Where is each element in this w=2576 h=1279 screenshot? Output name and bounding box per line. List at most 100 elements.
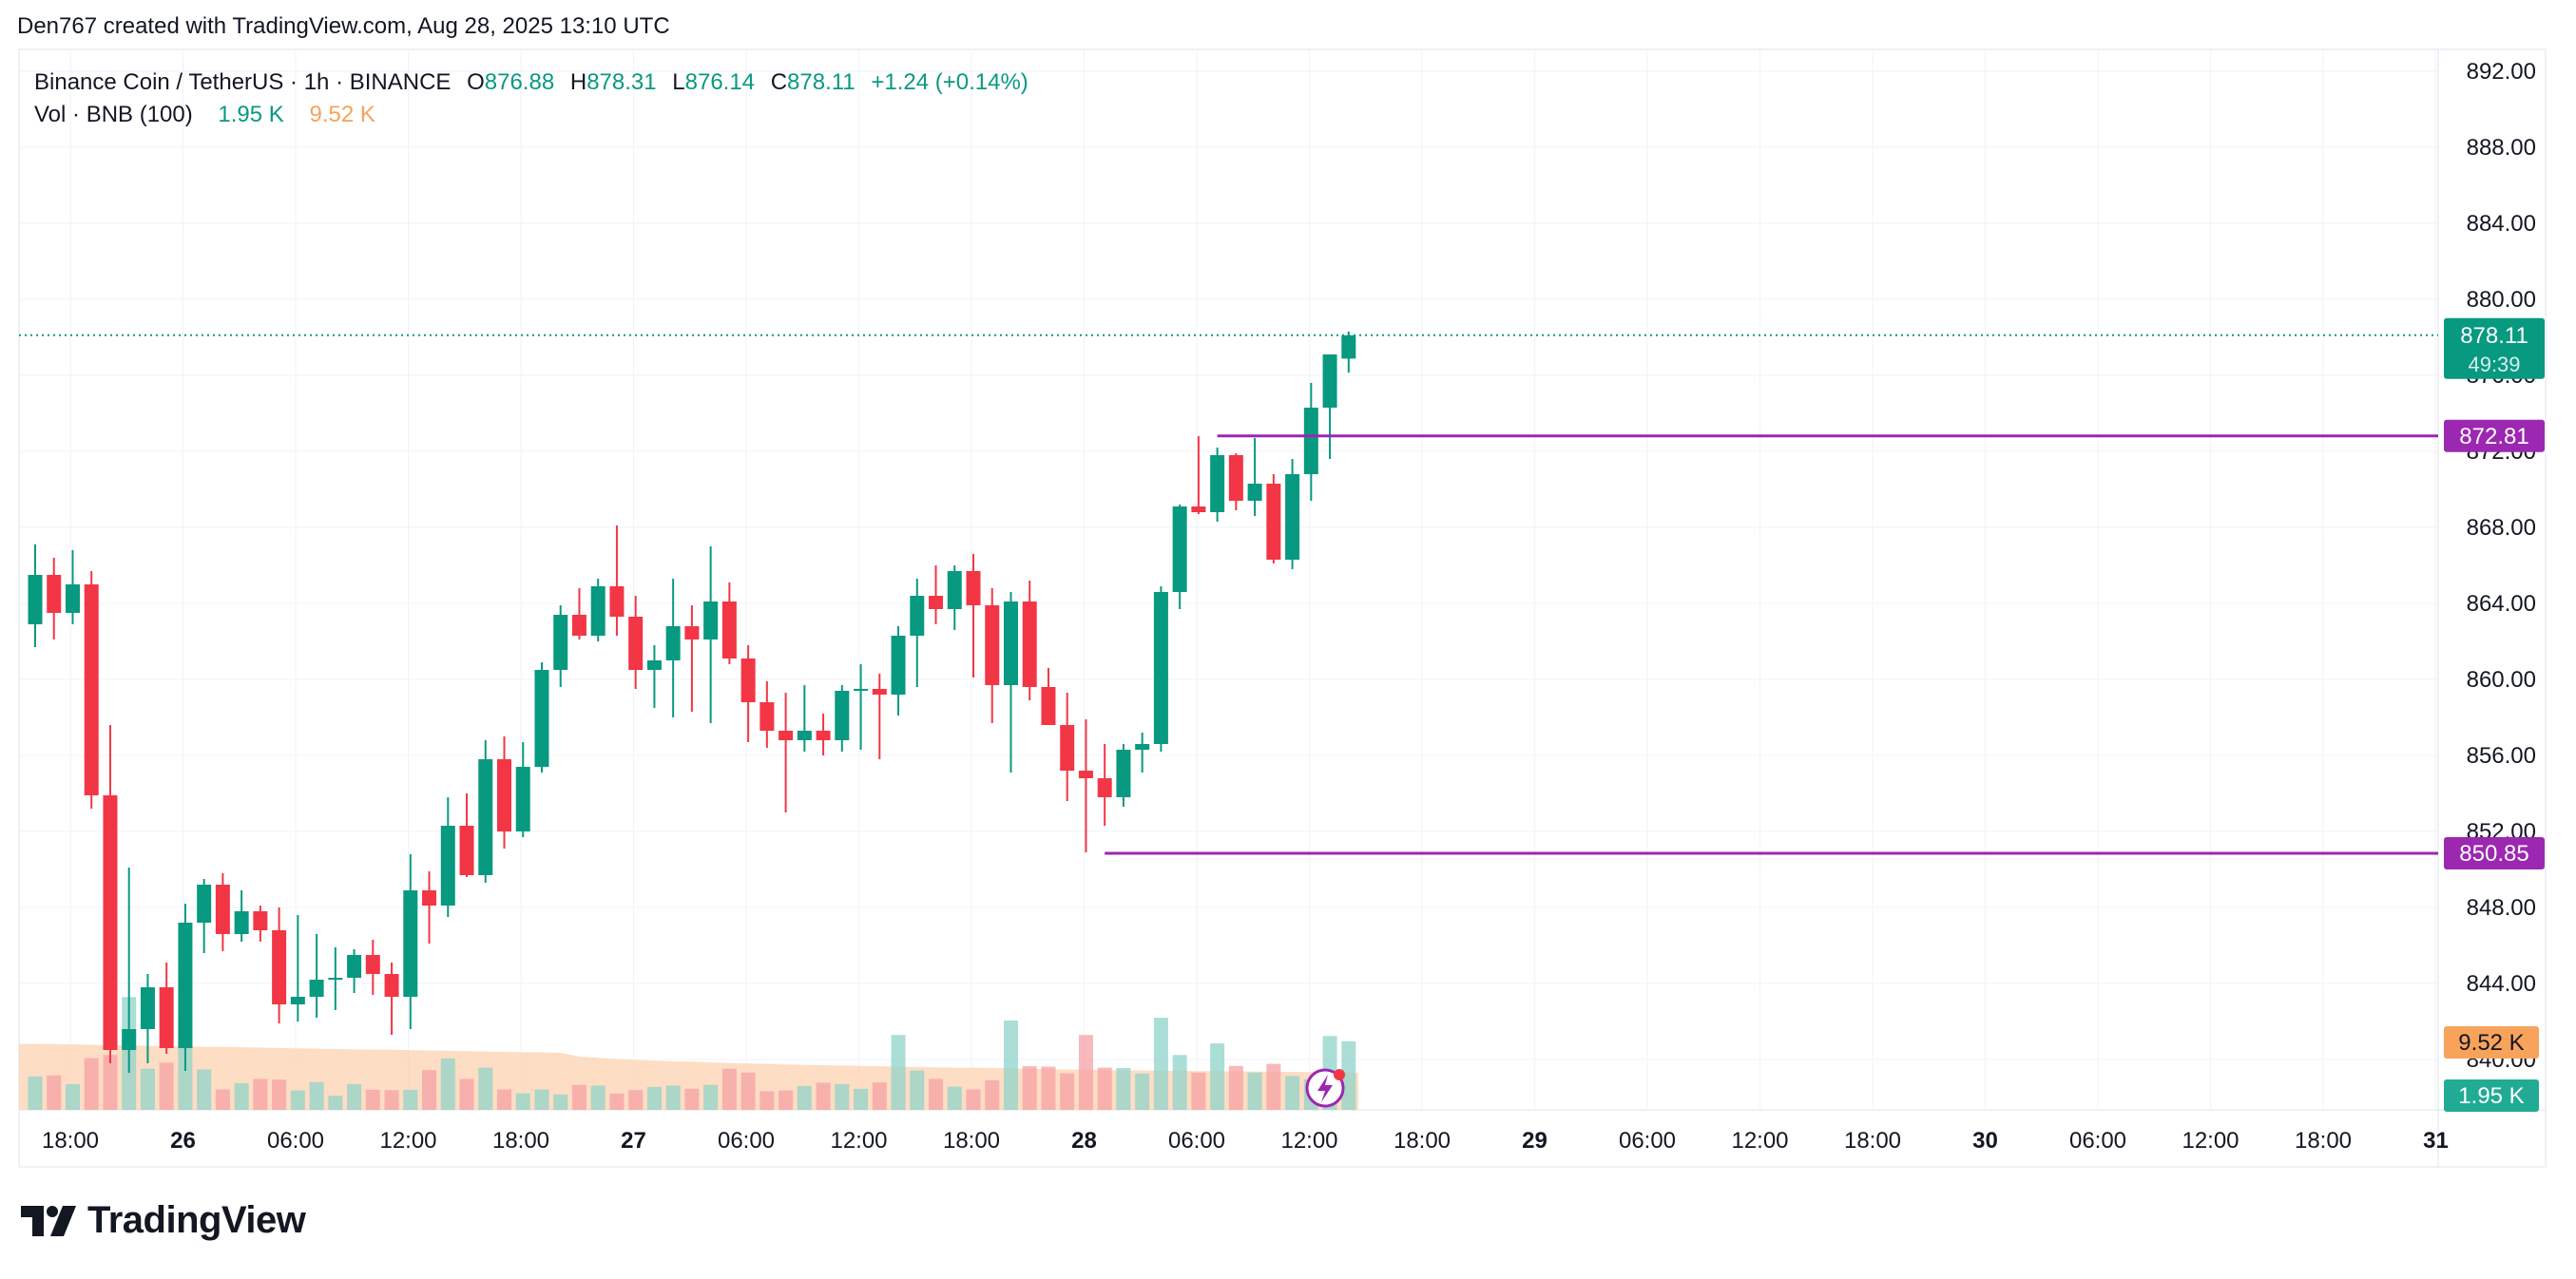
time-tick-label: 18:00 bbox=[492, 1128, 549, 1154]
candle-body bbox=[122, 1029, 137, 1050]
price-tick-label: 868.00 bbox=[2467, 515, 2536, 541]
time-tick-label: 18:00 bbox=[42, 1128, 99, 1154]
volume-bar bbox=[28, 1076, 43, 1110]
candle-body bbox=[721, 601, 737, 659]
legend-volume-value: 1.95 K bbox=[218, 102, 284, 127]
time-tick-label: 06:00 bbox=[1168, 1128, 1225, 1154]
volume-bar bbox=[1191, 1072, 1206, 1110]
volume-bar bbox=[215, 1089, 230, 1110]
candle-body bbox=[872, 689, 887, 695]
price-tick-label: 892.00 bbox=[2467, 59, 2536, 85]
legend-price-row: Binance Coin / TetherUS · 1h · BINANCE O… bbox=[34, 67, 1028, 99]
volume-bar bbox=[403, 1089, 418, 1110]
volume-bar bbox=[384, 1090, 399, 1110]
legend-open-value: 876.88 bbox=[484, 69, 555, 95]
legend-high-value: 878.31 bbox=[586, 69, 657, 95]
volume-bar bbox=[854, 1088, 869, 1110]
time-tick-label: 06:00 bbox=[718, 1128, 775, 1154]
volume-bar bbox=[1135, 1073, 1150, 1110]
candle-body bbox=[609, 586, 625, 617]
candle-body bbox=[665, 626, 681, 660]
volume-bar bbox=[1022, 1066, 1037, 1110]
volume-bar bbox=[478, 1067, 493, 1110]
tradingview-logo[interactable]: TradingView bbox=[21, 1199, 306, 1242]
candle-body bbox=[759, 702, 775, 731]
candle-body bbox=[891, 636, 906, 695]
volume-badge bbox=[2444, 1079, 2539, 1112]
candle-body bbox=[1191, 506, 1206, 512]
legend-volume-label[interactable]: Vol · BNB (100) bbox=[34, 102, 193, 127]
candles bbox=[28, 331, 1356, 1073]
level-price-label: 872.81 bbox=[2459, 424, 2528, 449]
volume-bar bbox=[1210, 1043, 1225, 1110]
volume-bar bbox=[1153, 1018, 1168, 1110]
time-tick-label: 18:00 bbox=[1844, 1128, 1901, 1154]
time-tick-label: 18:00 bbox=[2295, 1128, 2352, 1154]
axis-badges: 872.81 850.85 878.11 49:39 9.52 K 1.95 K bbox=[2444, 317, 2545, 1112]
volume-bar bbox=[140, 1068, 155, 1110]
candle-body bbox=[854, 689, 869, 691]
volume-bar bbox=[816, 1082, 831, 1110]
volume-bar bbox=[47, 1075, 62, 1110]
candle-body bbox=[1022, 601, 1037, 687]
candle-body bbox=[234, 911, 249, 934]
time-tick-label: 18:00 bbox=[943, 1128, 1000, 1154]
candle-body bbox=[253, 911, 268, 930]
legend-symbol[interactable]: Binance Coin / TetherUS · 1h · BINANCE bbox=[34, 69, 452, 95]
candle-body bbox=[1172, 506, 1187, 592]
level-price-label: 850.85 bbox=[2459, 841, 2528, 867]
candle-body bbox=[628, 617, 644, 670]
time-tick-label: 12:00 bbox=[1280, 1128, 1337, 1154]
candle-body bbox=[553, 615, 568, 670]
candle-body bbox=[497, 759, 511, 831]
volume-ma-badge bbox=[2444, 1026, 2539, 1059]
candle-body bbox=[515, 767, 530, 831]
candle-body bbox=[590, 586, 606, 636]
volume-bar bbox=[703, 1084, 719, 1110]
candle-body bbox=[1228, 455, 1243, 501]
candle-body bbox=[197, 885, 212, 923]
volume-bar bbox=[515, 1093, 530, 1110]
time-axis: 18:00 26 06:00 12:00 18:00 27 06:00 12:00 18:00 2… bbox=[42, 1128, 2449, 1154]
candle-body bbox=[384, 974, 399, 997]
volume-bar bbox=[1172, 1055, 1187, 1110]
lightning-icon[interactable] bbox=[1305, 1068, 1345, 1108]
candle-body bbox=[365, 955, 380, 974]
candle-body bbox=[1097, 778, 1112, 797]
volume-bar bbox=[1041, 1066, 1056, 1110]
candle-body bbox=[272, 930, 287, 1004]
candle-body bbox=[966, 571, 981, 605]
volume-bar bbox=[422, 1070, 437, 1110]
volume-ma-badge-label: 9.52 K bbox=[2458, 1030, 2524, 1056]
chart-frame bbox=[18, 48, 2547, 1168]
time-tick-label: 06:00 bbox=[1619, 1128, 1676, 1154]
volume-bar bbox=[1078, 1035, 1093, 1110]
price-tick-label: 864.00 bbox=[2467, 591, 2536, 617]
candle-body bbox=[816, 731, 831, 740]
candle-body bbox=[422, 890, 437, 906]
time-tick-label: 26 bbox=[170, 1128, 196, 1154]
volume-bar bbox=[947, 1086, 962, 1110]
candle-body bbox=[140, 987, 155, 1029]
level-price-badge bbox=[2444, 837, 2545, 869]
tradingview-logo-icon bbox=[21, 1205, 76, 1236]
volume-bar bbox=[347, 1083, 362, 1110]
volume-bars bbox=[28, 997, 1356, 1110]
candle-body bbox=[1041, 687, 1056, 725]
volume-bar bbox=[740, 1072, 756, 1110]
candle-body bbox=[159, 987, 174, 1048]
lightning-icon-dot bbox=[1334, 1069, 1345, 1080]
candle-body bbox=[28, 575, 43, 624]
time-tick-label: 29 bbox=[1522, 1128, 1548, 1154]
candle-body bbox=[910, 596, 925, 636]
volume-bar bbox=[571, 1084, 586, 1110]
candle-body bbox=[290, 997, 305, 1004]
volume-bar bbox=[929, 1079, 944, 1110]
candle-body bbox=[178, 923, 193, 1048]
volume-bar bbox=[1247, 1072, 1262, 1110]
lightning-icon-bolt bbox=[1317, 1075, 1333, 1102]
legend-volume-row: Vol · BNB (100) 1.95 K 9.52 K bbox=[34, 99, 1028, 131]
candle-body bbox=[1116, 750, 1131, 797]
volume-bar bbox=[779, 1090, 794, 1110]
